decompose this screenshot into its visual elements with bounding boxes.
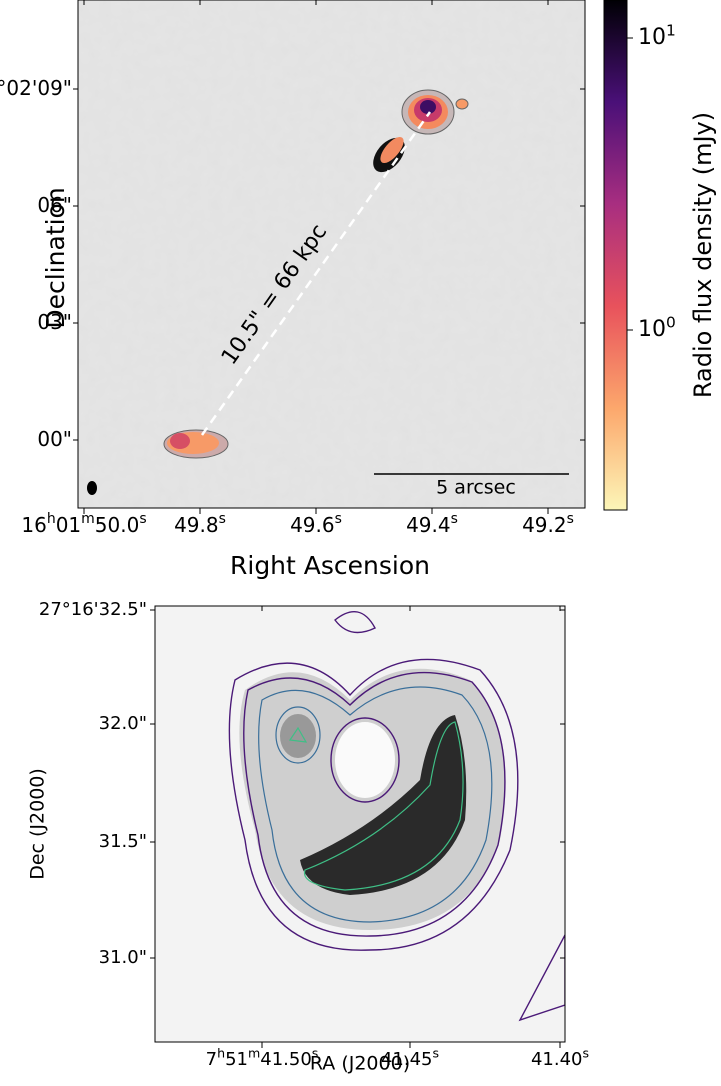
colorbar-tick-label: 101 <box>638 21 676 50</box>
label-part: 32.0" <box>99 713 147 734</box>
optical-image <box>155 606 565 1042</box>
label-part: s <box>312 1045 319 1060</box>
label-part: m <box>248 1045 260 1060</box>
y-tick-label: 32.0" <box>99 713 147 734</box>
x-tick-label: 49.6s <box>290 511 342 537</box>
label-part: 49.6 <box>290 513 335 537</box>
label-part: h <box>47 511 56 527</box>
label-part: m <box>81 511 95 527</box>
label-part: 06" <box>37 193 72 217</box>
label-part: 31.0" <box>99 947 147 968</box>
colorbar-tick-label: 100 <box>638 313 676 342</box>
x-tick-label: 49.8s <box>174 511 226 537</box>
label-part: 7 <box>206 1049 217 1070</box>
x-tick-label: 16h01m50.0s <box>21 511 146 537</box>
label-part: 50.0 <box>95 513 140 537</box>
x-tick-label: 49.2s <box>522 511 574 537</box>
label-part: 00" <box>37 427 72 451</box>
x-tick-label: 41.45s <box>381 1045 439 1070</box>
label-part: 16 <box>21 513 46 537</box>
label-part: 41.50 <box>260 1049 312 1070</box>
y-axis-label: Dec (J2000) <box>27 768 49 880</box>
x-tick-label: 41.40s <box>531 1045 589 1070</box>
label-part: 0 <box>666 313 676 331</box>
radio-image <box>78 0 585 508</box>
y-tick-label: 06" <box>37 193 72 217</box>
label-part: 49.4 <box>406 513 451 537</box>
label-part: 27°16'32.5" <box>39 599 147 620</box>
label-part: s <box>451 511 458 527</box>
label-part: 01 <box>56 513 81 537</box>
x-axis-label: Right Ascension <box>230 551 430 580</box>
label-part: 41.45 <box>381 1049 433 1070</box>
label-part: 49.2 <box>522 513 567 537</box>
label-part: 10 <box>638 317 666 342</box>
label-part: 1 <box>666 21 676 39</box>
label-part: 03" <box>37 310 72 334</box>
y-tick-label: 31.0" <box>99 947 147 968</box>
label-part: h <box>217 1045 225 1060</box>
label-part: 10 <box>638 25 666 50</box>
scale-bar-label: 5 arcsec <box>436 477 516 499</box>
colorbar-label: Radio flux density (mJy) <box>689 112 717 398</box>
y-tick-label: 31.5" <box>99 831 147 852</box>
label-part: 51 <box>225 1049 248 1070</box>
label-part: s <box>219 511 226 527</box>
y-tick-label: 00" <box>37 427 72 451</box>
label-part: 49.8 <box>174 513 219 537</box>
x-tick-label: 49.4s <box>406 511 458 537</box>
label-part: 41.40 <box>531 1049 583 1070</box>
label-part: s <box>432 1045 439 1060</box>
x-tick-label: 7h51m41.50s <box>206 1045 319 1070</box>
y-tick-label: 03" <box>37 310 72 334</box>
label-part: s <box>335 511 342 527</box>
y-tick-label: 31°02'09" <box>0 76 72 100</box>
label-part: s <box>567 511 574 527</box>
label-part: 31.5" <box>99 831 147 852</box>
y-tick-label: 27°16'32.5" <box>39 599 147 620</box>
label-part: 31°02'09" <box>0 76 72 100</box>
label-part: s <box>139 511 146 527</box>
x-axis-label: RA (J2000) <box>310 1053 410 1075</box>
y-axis-label: Declination <box>41 187 70 328</box>
label-part: s <box>582 1045 589 1060</box>
